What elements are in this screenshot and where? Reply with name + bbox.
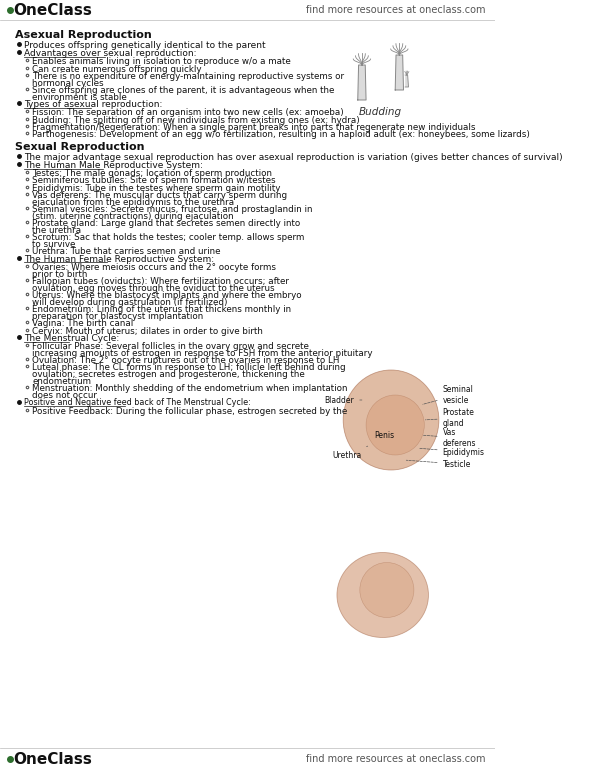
Text: OneClass: OneClass (13, 2, 92, 18)
Text: Testes: The male gonads; location of sperm production: Testes: The male gonads; location of spe… (33, 169, 273, 178)
Text: Produces offspring genetically identical to the parent: Produces offspring genetically identical… (24, 41, 266, 50)
Text: The major advantage sexual reproduction has over asexual reproduction is variati: The major advantage sexual reproduction … (24, 152, 563, 162)
Text: Fragmentation/Regeneration: When a single parent breaks into parts that regenera: Fragmentation/Regeneration: When a singl… (33, 123, 476, 132)
Text: Seminal
vesicle: Seminal vesicle (423, 385, 474, 405)
Text: The Menstrual Cycle:: The Menstrual Cycle: (24, 334, 120, 343)
Ellipse shape (343, 370, 439, 470)
Text: Vas deferens: The muscular ducts that carry sperm during: Vas deferens: The muscular ducts that ca… (33, 191, 287, 200)
Text: Parthogenesis: Development of an egg w/o fertilization, resulting in a haploid a: Parthogenesis: Development of an egg w/o… (33, 130, 530, 139)
Polygon shape (405, 75, 409, 87)
Text: Urethra: Urethra (333, 446, 368, 460)
Text: Asexual Reproduction: Asexual Reproduction (15, 30, 152, 40)
Text: will develop during gastrulation (if fertilized): will develop during gastrulation (if fer… (33, 298, 228, 306)
Text: Vas
deferens: Vas deferens (423, 428, 476, 447)
Text: There is no expenditure of energy-maintaining reproductive systems or: There is no expenditure of energy-mainta… (33, 72, 345, 81)
Text: Luteal phase: The CL forms in response to LH; follicle left behind during: Luteal phase: The CL forms in response t… (33, 363, 346, 373)
Text: Bladder: Bladder (324, 396, 362, 404)
Text: Sexual Reproduction: Sexual Reproduction (15, 142, 145, 152)
Text: Epididymis: Tube in the testes where sperm gain motility: Epididymis: Tube in the testes where spe… (33, 183, 281, 192)
Text: Types of asexual reproduction:: Types of asexual reproduction: (24, 100, 162, 109)
Text: increasing amounts of estrogen in response to FSH from the anterior pituitary: increasing amounts of estrogen in respon… (33, 349, 373, 358)
Text: Endometrium: Lining of the uterus that thickens monthly in: Endometrium: Lining of the uterus that t… (33, 305, 292, 314)
Text: ovulation; secretes estrogen and progesterone, thickening the: ovulation; secretes estrogen and progest… (33, 370, 305, 379)
Text: Penis: Penis (374, 431, 394, 440)
Text: Vagina: The birth canal: Vagina: The birth canal (33, 320, 134, 328)
Text: Can create numerous offspring quickly: Can create numerous offspring quickly (33, 65, 202, 74)
Text: prior to birth: prior to birth (33, 270, 88, 279)
Text: Since offspring are clones of the parent, it is advantageous when the: Since offspring are clones of the parent… (33, 86, 335, 95)
Text: endometrium: endometrium (33, 377, 92, 386)
Text: Fission: The separation of an organism into two new cells (ex: amoeba): Fission: The separation of an organism i… (33, 109, 344, 117)
Text: Seminiferous tubules: Site of sperm formation w/itestes: Seminiferous tubules: Site of sperm form… (33, 176, 276, 186)
Text: Positive and Negative feed back of The Menstrual Cycle:: Positive and Negative feed back of The M… (24, 398, 251, 407)
Text: The Human Female Reproductive System:: The Human Female Reproductive System: (24, 255, 214, 263)
Text: the urethra: the urethra (33, 226, 82, 235)
Text: Cervix: Mouth of uterus; dilates in order to give birth: Cervix: Mouth of uterus; dilates in orde… (33, 326, 264, 336)
Text: Scrotum: Sac that holds the testes; cooler temp. allows sperm: Scrotum: Sac that holds the testes; cool… (33, 233, 305, 243)
Text: Menstruation: Monthly shedding of the endometrium when implantation: Menstruation: Monthly shedding of the en… (33, 384, 348, 393)
Ellipse shape (360, 563, 414, 618)
Text: Seminal vesicles: Secrete mucus, fructose, and prostaglandin in: Seminal vesicles: Secrete mucus, fructos… (33, 205, 313, 214)
Text: find more resources at oneclass.com: find more resources at oneclass.com (306, 5, 485, 15)
Text: The Human Male Reproductive System:: The Human Male Reproductive System: (24, 161, 203, 170)
Text: find more resources at oneclass.com: find more resources at oneclass.com (306, 754, 485, 764)
Text: Prostate
gland: Prostate gland (425, 408, 474, 427)
Text: Positive Feedback: During the follicular phase, estrogen secreted by the: Positive Feedback: During the follicular… (33, 407, 347, 416)
Text: environment is stable: environment is stable (33, 93, 127, 102)
Text: (stim. uterine contractions) during ejaculation: (stim. uterine contractions) during ejac… (33, 212, 234, 221)
Text: OneClass: OneClass (13, 752, 92, 766)
Text: Prostate gland: Large gland that secretes semen directly into: Prostate gland: Large gland that secrete… (33, 219, 300, 228)
Text: Ovulation: The 2° oocyte ruptures out of the ovaries in response to LH: Ovulation: The 2° oocyte ruptures out of… (33, 356, 340, 365)
Text: Follicular Phase: Several follicles in the ovary grow and secrete: Follicular Phase: Several follicles in t… (33, 342, 309, 351)
Ellipse shape (366, 395, 424, 455)
Text: hormonal cycles: hormonal cycles (33, 79, 104, 88)
Text: Budding: Budding (359, 107, 402, 117)
Polygon shape (358, 65, 366, 100)
Text: Advantages over sexual reproduction:: Advantages over sexual reproduction: (24, 49, 196, 59)
Text: does not occur: does not occur (33, 391, 98, 400)
Ellipse shape (337, 553, 428, 638)
Text: Epididymis: Epididymis (419, 447, 484, 457)
Text: Uterus: Where the blastocyst implants and where the embryo: Uterus: Where the blastocyst implants an… (33, 291, 302, 300)
Text: Testicle: Testicle (406, 460, 471, 468)
Text: Fallopian tubes (oviducts): Where fertilization occurs; after: Fallopian tubes (oviducts): Where fertil… (33, 277, 289, 286)
Text: Urethra: Tube that carries semen and urine: Urethra: Tube that carries semen and uri… (33, 247, 221, 256)
Text: preparation for blastocyst implantation: preparation for blastocyst implantation (33, 312, 203, 321)
Text: Enables animals living in isolation to reproduce w/o a mate: Enables animals living in isolation to r… (33, 58, 291, 66)
Text: ovulation, egg moves through the oviduct to the uterus: ovulation, egg moves through the oviduct… (33, 283, 275, 293)
Text: to survive: to survive (33, 240, 76, 249)
Text: Ovaries: Where meiosis occurs and the 2° oocyte forms: Ovaries: Where meiosis occurs and the 2°… (33, 263, 277, 272)
Text: ejaculation from the epididymis to the urethra: ejaculation from the epididymis to the u… (33, 198, 234, 206)
Text: Budding: The splitting off of new individuals from existing ones (ex: hydra): Budding: The splitting off of new indivi… (33, 116, 360, 125)
Polygon shape (395, 55, 403, 90)
